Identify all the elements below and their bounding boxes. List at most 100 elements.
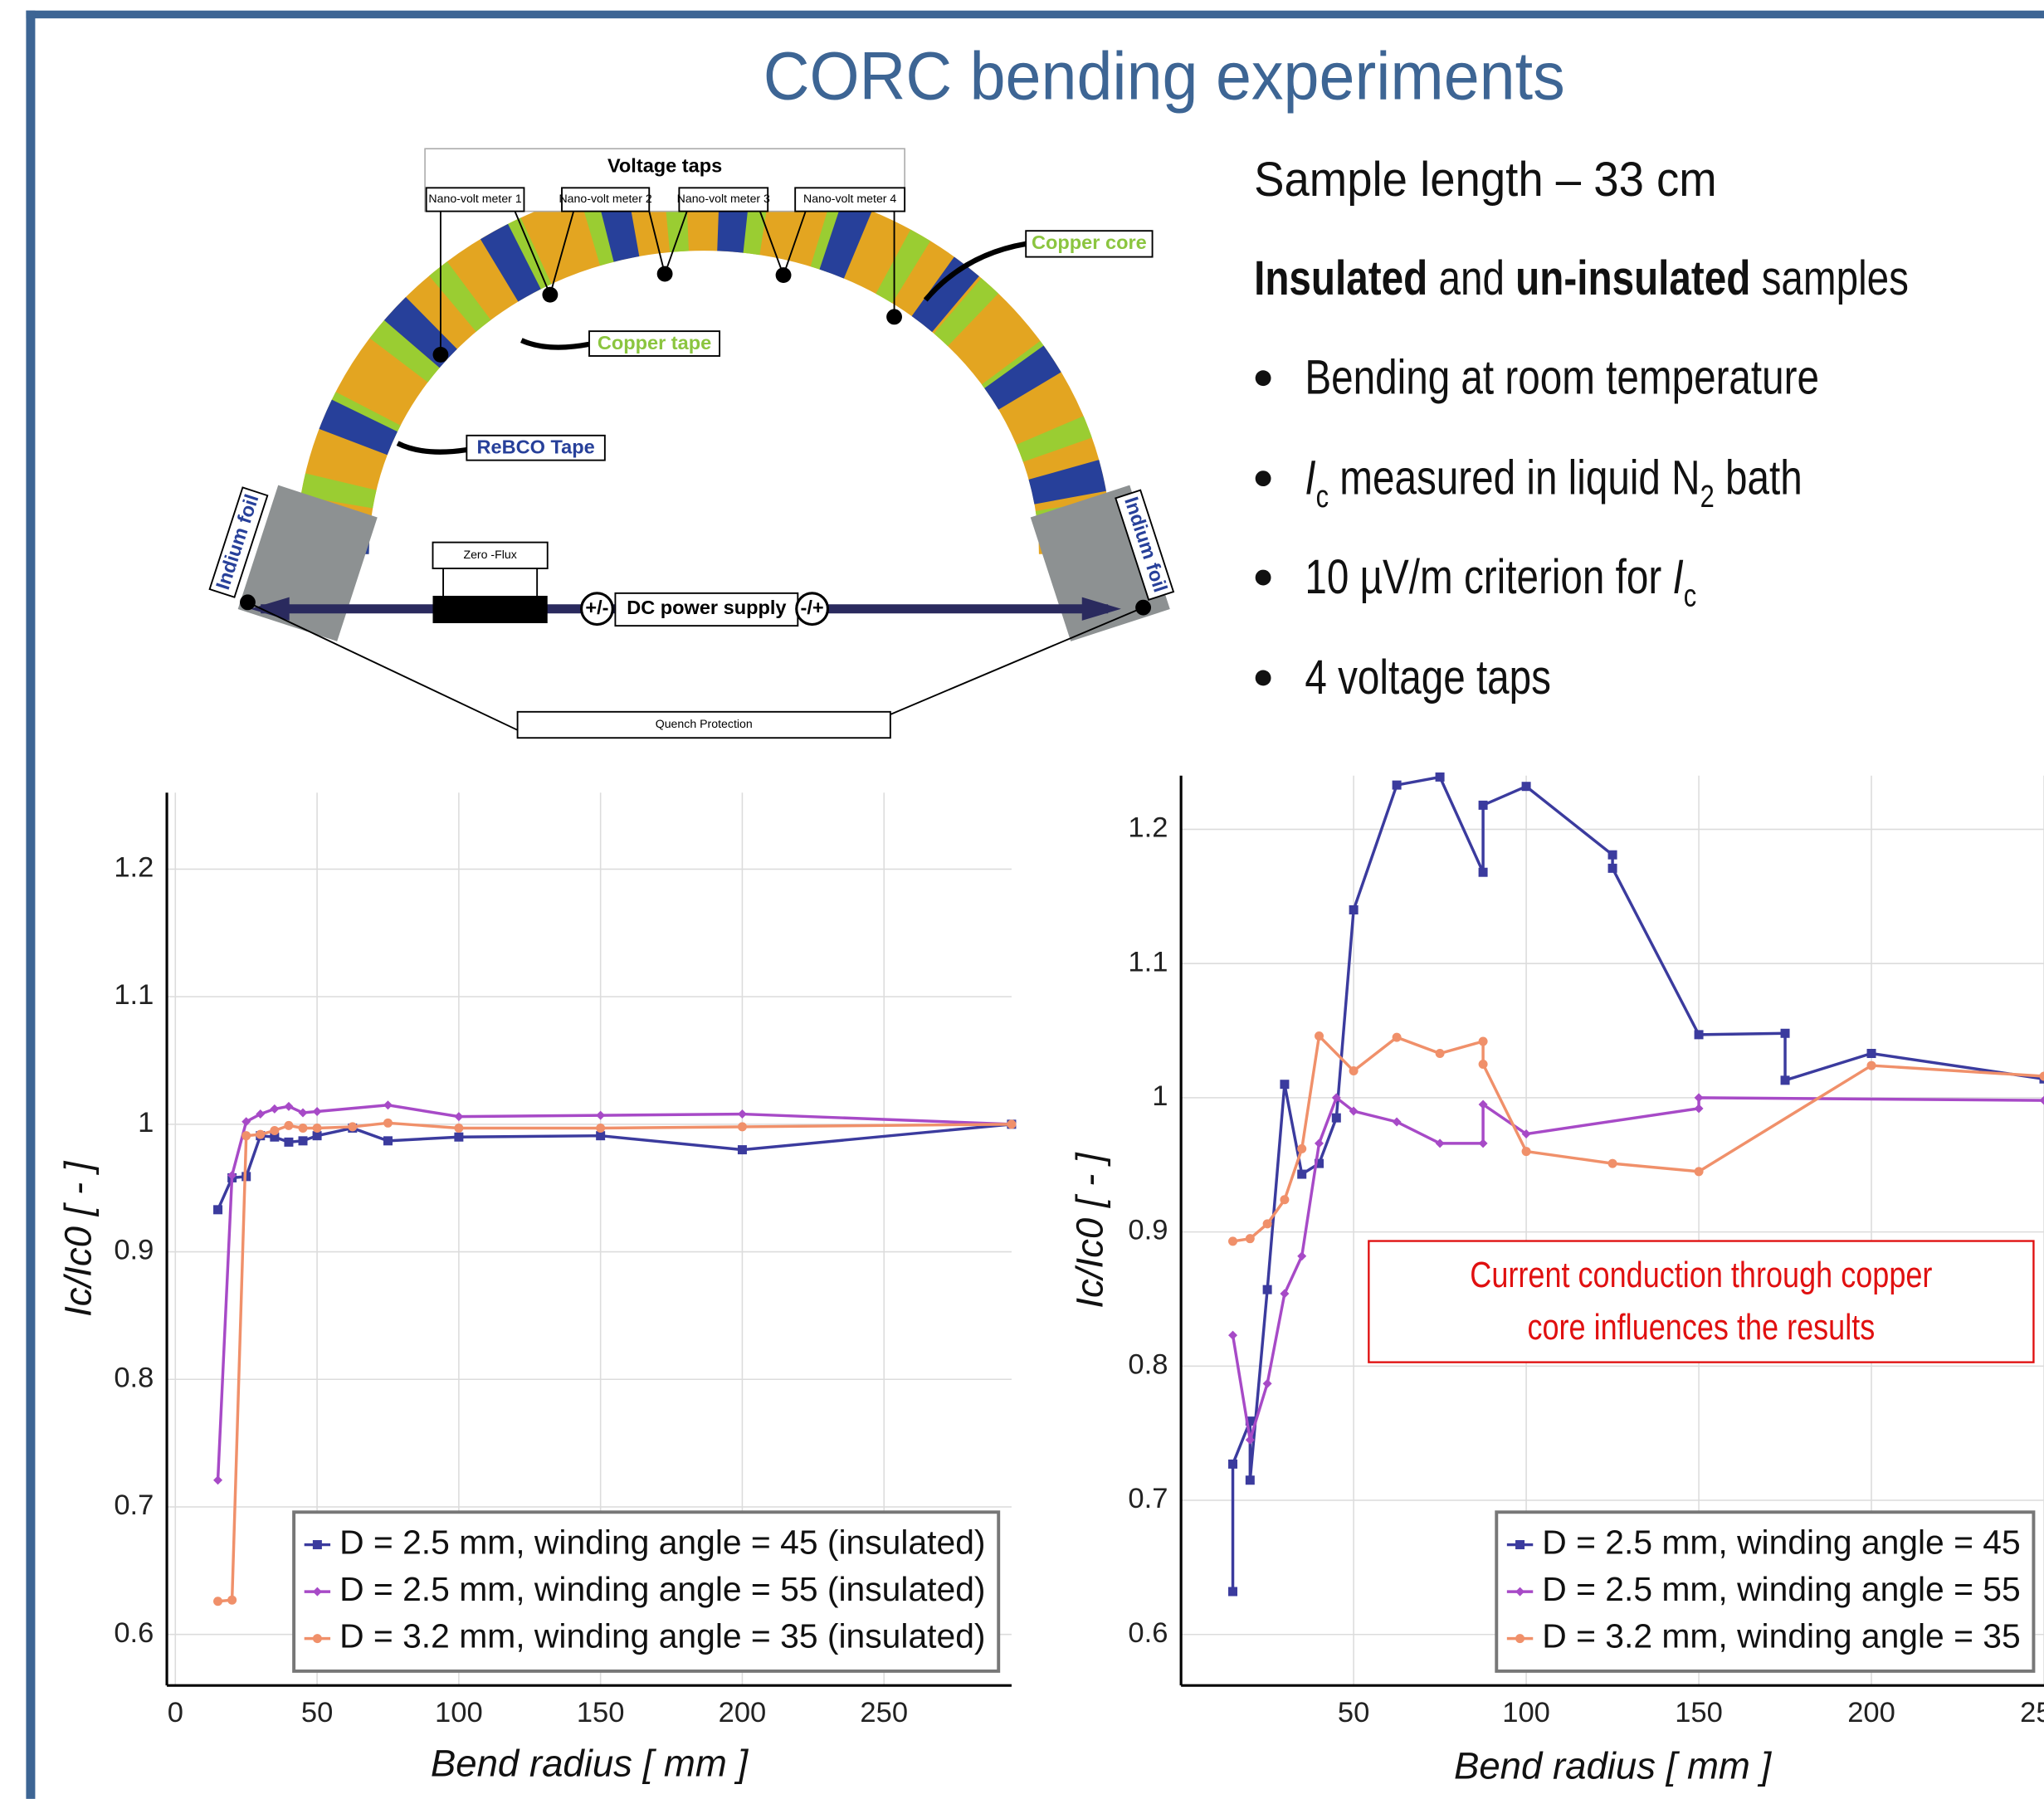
bullet: Bending at room temperature [1305,351,1819,405]
marker [1245,1234,1255,1244]
marker [1478,800,1488,810]
marker [454,1123,464,1133]
marker [298,1108,308,1118]
marker [1315,1138,1324,1148]
legend-label: D = 3.2 mm, winding angle = 35 (insulate… [339,1616,985,1655]
marker [1280,1080,1290,1090]
marker [1331,1113,1341,1123]
x-tick-label: 200 [719,1697,767,1728]
pointer [923,241,1027,302]
label-box [614,592,799,627]
y-tick-label: 1.1 [114,979,154,1011]
x-tick-label: 100 [1502,1697,1550,1728]
y-tick-label: 1 [138,1107,154,1138]
marker [1780,1075,1790,1085]
marker [1262,1378,1272,1388]
marker [737,1122,747,1132]
wire [442,568,539,597]
x-tick-label: 50 [301,1697,333,1728]
marker [1435,1049,1445,1059]
legend-marker [312,1587,322,1597]
y-axis-title: Ic/Ic0 [ - ] [1068,1152,1110,1309]
text-part: 4 voltage taps [1305,651,1551,704]
label-box [1025,230,1154,258]
marker [298,1136,308,1146]
series-line [1231,1095,2044,1441]
marker [284,1137,294,1147]
x-axis-title: Bend radius [ mm ] [431,1743,749,1785]
bullet-text: Bending at room temperature [1305,351,1819,405]
marker [1392,1117,1402,1127]
marker [1694,1093,1704,1103]
sample-length: Sample length – 33 cm [1254,153,1717,207]
bullet-dot [1255,670,1271,686]
legend-box [292,1510,1001,1673]
text-part: 10 µV/m criterion for [1305,550,1672,604]
marker [2039,1095,2044,1105]
slide-title: CORC bending experiments [763,39,1565,115]
marker [312,1123,322,1133]
bullet-text: 4 voltage taps [1305,651,1551,704]
marker [1521,782,1531,792]
y-tick-label: 1 [1152,1080,1168,1112]
marker [1478,1138,1488,1148]
bullet: 10 µV/m criterion for Ic [1305,550,1696,613]
text-part: I [1305,451,1315,505]
marker [1228,1236,1238,1246]
marker [454,1132,464,1142]
marker [1607,863,1617,873]
marker [284,1101,294,1111]
bullet-dot [1255,470,1271,487]
marker [383,1118,393,1128]
marker [1349,1106,1359,1116]
marker [1315,1031,1324,1041]
marker [1866,1049,1876,1059]
label-box [466,434,606,461]
subscript: c [1316,480,1329,514]
samples-text: Insulated and un-insulated samples [1254,252,1909,306]
x-tick-label: 150 [1675,1697,1723,1728]
diagram-label: Zero -Flux [463,548,516,561]
label-box [432,541,549,569]
marker [596,1110,606,1120]
marker [1607,1158,1617,1168]
marker [1478,1059,1488,1069]
bullet: 4 voltage taps [1305,651,1551,704]
legend-marker [312,1634,322,1644]
x-tick-label: 100 [435,1697,483,1728]
marker [1478,867,1488,877]
marker [1866,1060,1876,1070]
marker [1245,1435,1255,1445]
marker [227,1170,237,1180]
y-tick-label: 0.7 [114,1489,154,1521]
tap-wires [439,211,895,355]
chart: 0.6 0.7 0.8 0.9 1 1.1 1.2 50 100 150 200 250 Ic/Ic0 … [1068,772,2044,1787]
y-tick-label: 0.9 [1128,1215,1168,1246]
marker [737,1145,747,1155]
marker [1228,1459,1238,1469]
legend-label: D = 2.5 mm, winding angle = 45 (insulate… [339,1523,985,1561]
legend-label: D = 2.5 mm, winding angle = 55 [1542,1570,2020,1608]
diagram-label: Quench Protection [656,717,753,730]
diagram-label: Copper tape [598,332,711,353]
x-tick-label: 200 [1847,1697,1895,1728]
marker [596,1131,606,1141]
marker [1315,1158,1324,1168]
marker [1349,904,1359,914]
marker [227,1595,237,1605]
y-tick-label: 0.8 [1128,1348,1168,1380]
diagram-label: Voltage taps [607,154,722,176]
series-line [216,1123,1012,1211]
marker [256,1129,266,1139]
legend-marker [1515,1634,1525,1644]
diagram-label: +/- [585,597,608,618]
label-box [1115,489,1175,602]
diagram-label: DC power supply [627,597,786,618]
y-tick-label: 1.1 [1128,946,1168,978]
samples-line: Insulated and un-insulated samples [1254,252,1909,306]
marker [1297,1251,1307,1261]
marker [1435,772,1445,782]
marker [1331,1093,1341,1103]
legend-label: D = 2.5 mm, winding angle = 45 [1542,1523,2020,1561]
